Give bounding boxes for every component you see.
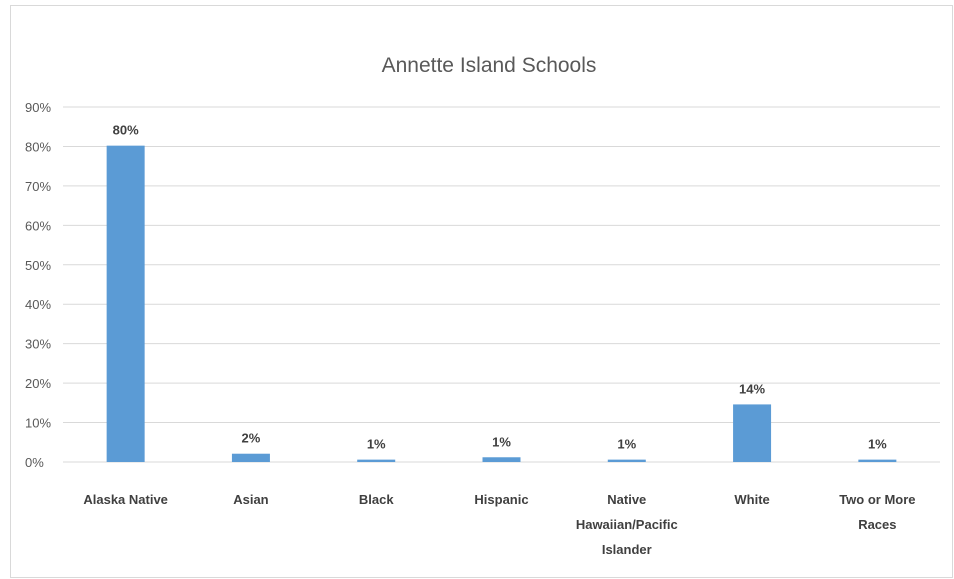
y-tick-label: 80% (25, 139, 51, 154)
chart-title: Annette Island Schools (382, 54, 597, 77)
x-tick-label: Native Hawaiian/Pacific Islander (576, 492, 678, 557)
y-tick-label: 50% (25, 258, 51, 273)
chart-frame: Annette Island Schools 0% 10% 20% 30% 40% 50%… (10, 5, 953, 578)
data-label: 80% (113, 123, 139, 138)
y-axis-ticks: 0% 10% 20% 30% 40% 50% 60% 70% 80% 90% (25, 100, 51, 470)
y-tick-label: 90% (25, 100, 51, 115)
y-tick-label: 20% (25, 376, 51, 391)
bar (733, 404, 772, 462)
gridlines (63, 106, 940, 463)
data-labels: 80% 2% 1% 1% 1% 14% 1% (113, 123, 888, 452)
y-tick-label: 30% (25, 337, 51, 352)
x-tick-label: Alaska Native (83, 492, 168, 507)
bar (858, 459, 897, 462)
x-tick-label: Two or More Races (839, 492, 915, 532)
data-label: 1% (367, 437, 386, 452)
x-tick-label: Black (359, 492, 394, 507)
y-tick-label: 70% (25, 179, 51, 194)
x-tick-label: Asian (233, 492, 268, 507)
bars (106, 145, 897, 462)
data-label: 2% (242, 431, 261, 446)
data-label: 1% (868, 437, 887, 452)
x-axis-ticks: Alaska Native Asian Black Hispanic Native Haw… (83, 492, 915, 557)
bar (106, 145, 145, 462)
bar (357, 459, 396, 462)
x-tick-label: Hispanic (474, 492, 528, 507)
y-tick-label: 60% (25, 218, 51, 233)
bar (607, 459, 646, 462)
chart-svg: Annette Island Schools 0% 10% 20% 30% 40% 50%… (25, 54, 940, 557)
y-tick-label: 40% (25, 297, 51, 312)
data-label: 1% (617, 437, 636, 452)
x-tick-label: White (734, 492, 769, 507)
y-tick-label: 0% (25, 455, 44, 470)
bar (482, 457, 521, 462)
bar (231, 453, 270, 462)
data-label: 14% (739, 381, 765, 396)
data-label: 1% (492, 434, 511, 449)
y-tick-label: 10% (25, 416, 51, 431)
